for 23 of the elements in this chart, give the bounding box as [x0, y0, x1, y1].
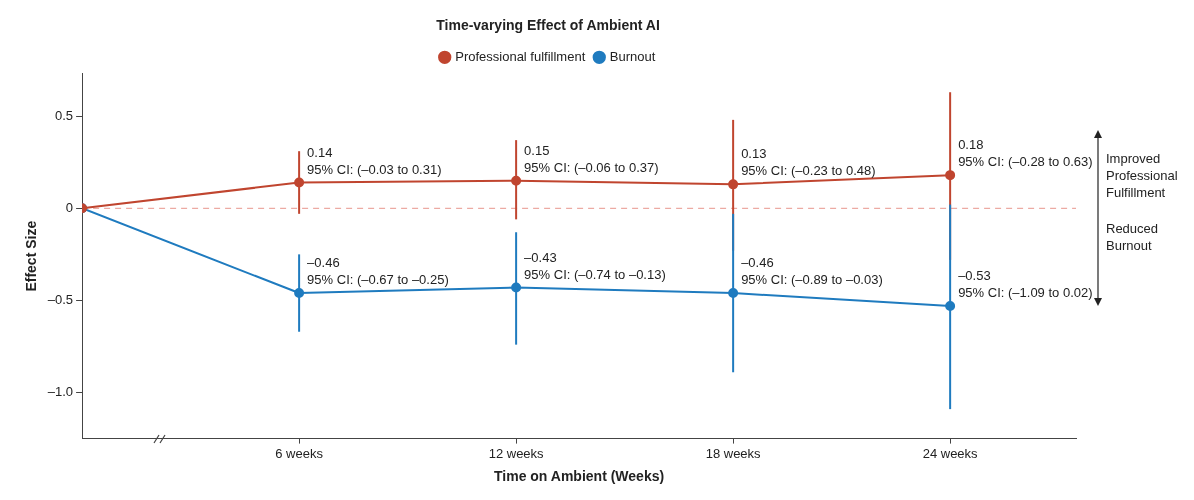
data-label: –0.46 95% CI: (–0.89 to –0.03)	[741, 255, 883, 288]
text: Improved Professional Fulfillment	[1106, 150, 1178, 202]
y-tick-label: –0.5	[47, 292, 74, 307]
data-label: –0.53 95% CI: (–1.09 to 0.02)	[958, 267, 1093, 300]
y-tick-label: 0	[65, 199, 74, 215]
x-tick-label: 24 weeks	[922, 445, 979, 461]
legend-label: Professional fulfillment	[455, 48, 586, 64]
x-tick-label: 18 weeks	[705, 445, 762, 461]
y-tick-label: –1.0	[47, 384, 74, 400]
x-tick-label: 12 weeks	[488, 445, 545, 461]
data-label: 0.13 95% CI: (–0.23 to 0.48)	[741, 146, 876, 179]
data-label: 0.15 95% CI: (–0.06 to 0.37)	[524, 142, 659, 175]
legend-label: Burnout	[609, 48, 656, 64]
data-label: 0.18 95% CI: (–0.28 to 0.63)	[958, 137, 1093, 170]
y-tick-label: 0.5	[55, 107, 74, 123]
y-axis-title: Effect Size	[23, 220, 40, 292]
data-label: –0.43 95% CI: (–0.74 to –0.13)	[524, 249, 666, 282]
chart-title: Time-varying Effect of Ambient AI	[436, 17, 660, 34]
data-label: 0.14 95% CI: (–0.03 to 0.31)	[307, 144, 442, 177]
x-axis-title: Time on Ambient (Weeks)	[494, 468, 665, 485]
data-label: –0.46 95% CI: (–0.67 to –0.25)	[307, 255, 449, 288]
x-tick-label: 6 weeks	[275, 445, 324, 461]
text: Reduced Burnout	[1106, 220, 1159, 255]
